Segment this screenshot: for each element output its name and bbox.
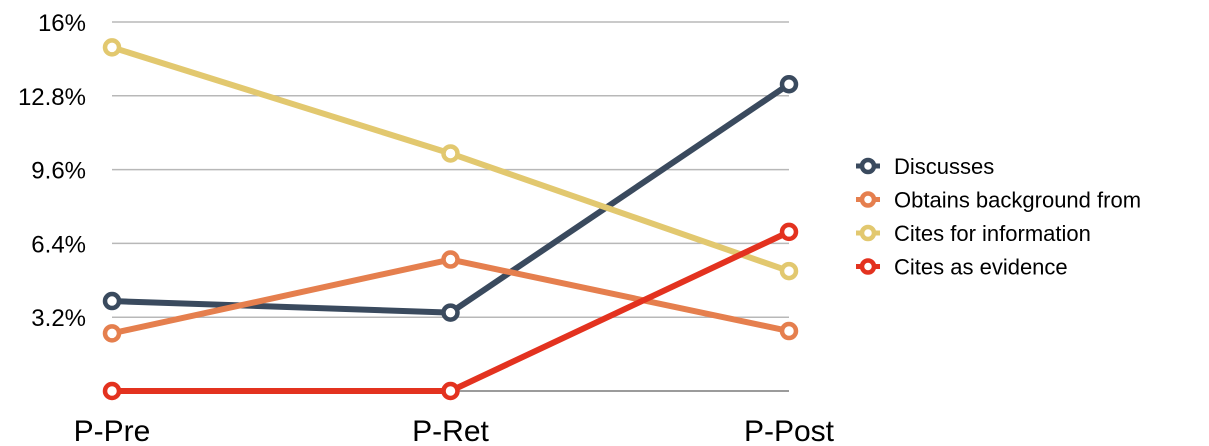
legend-entry: Obtains background from — [856, 188, 1141, 213]
data-point — [441, 303, 460, 322]
y-tick-label: 12.8% — [18, 84, 86, 111]
legend-swatch-marker — [859, 157, 877, 175]
x-axis-ticks: P-Pre P-Ret P-Post — [74, 415, 835, 446]
x-tick-label: P-Post — [744, 415, 835, 446]
y-tick-label: 6.4% — [31, 231, 86, 258]
data-point — [102, 324, 122, 343]
legend-label: Cites as evidence — [894, 255, 1068, 280]
legend-label: Discusses — [894, 154, 994, 179]
series-line — [109, 256, 792, 337]
y-tick-label: 9.6% — [31, 158, 86, 185]
data-point — [779, 222, 799, 242]
data-point — [102, 38, 122, 57]
y-tick-label: 16% — [38, 10, 86, 37]
data-point — [779, 261, 799, 281]
legend-entry: Cites as evidence — [856, 255, 1068, 280]
legend: Discusses Obtains background from Cites fo… — [856, 154, 1141, 280]
data-point — [441, 250, 460, 269]
legend-swatch-marker — [859, 191, 877, 208]
data-point — [441, 144, 460, 163]
x-tick-label: P-Pre — [74, 415, 151, 446]
legend-entry: Discusses — [856, 154, 994, 179]
legend-entry: Cites for information — [856, 221, 1091, 246]
data-point — [102, 291, 122, 311]
legend-label: Obtains background from — [894, 188, 1141, 213]
series-group — [102, 38, 799, 401]
data-point — [779, 321, 799, 341]
y-axis-ticks: 3.2% 6.4% 9.6% 12.8% 16% — [18, 10, 86, 332]
x-tick-label: P-Ret — [412, 415, 489, 446]
data-point — [441, 381, 460, 401]
legend-swatch-marker — [859, 224, 877, 242]
y-tick-label: 3.2% — [31, 305, 86, 332]
legend-swatch-marker — [859, 258, 877, 275]
data-point — [779, 75, 799, 94]
data-point — [102, 381, 122, 401]
legend-label: Cites for information — [894, 221, 1091, 246]
